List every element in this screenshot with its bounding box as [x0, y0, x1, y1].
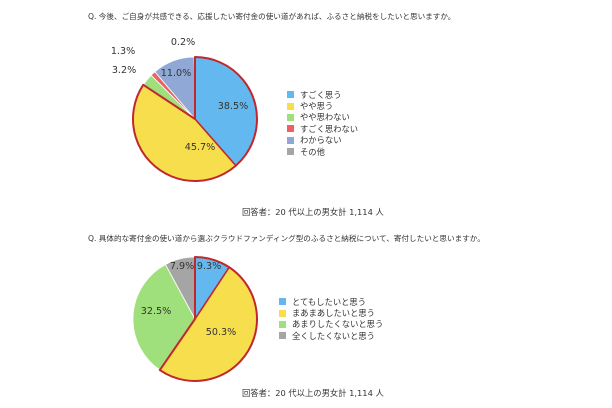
question-1-title: Q. 今後、ご自身が共感できる、応援したい寄付金の使い道があれば、ふるさと納税を… — [88, 12, 456, 21]
legend-item-1-1: すごく思う — [287, 89, 358, 100]
legend-swatch — [279, 332, 286, 340]
legend-swatch — [287, 102, 294, 110]
legend-item-1-3: やや思わない — [287, 112, 358, 123]
highlight-divider-1 — [194, 118, 237, 167]
legend-item-2-3: あまりしたくないと思う — [279, 319, 383, 330]
legend-item-1-2: やや思う — [287, 100, 358, 111]
legend-swatch — [279, 298, 286, 306]
legend-item-1-4: すごく思わない — [287, 123, 358, 134]
highlight-outline-2 — [158, 256, 258, 382]
legend-swatch — [287, 113, 294, 121]
respondents-note-1: 回答者：20 代以上の男女計 1,114 人 — [242, 207, 384, 217]
legend-swatch — [279, 320, 286, 328]
respondents-note-2: 回答者：20 代以上の男女計 1,114 人 — [242, 388, 384, 398]
data-label-2-1: 9.3% — [197, 261, 221, 272]
legend-swatch — [287, 125, 294, 133]
highlight-divider-2 — [194, 266, 230, 320]
legend-swatch — [279, 309, 286, 317]
legend-label: まあまあしたいと思う — [292, 308, 375, 319]
data-label-1-4: 1.3% — [111, 46, 135, 57]
legend-label: あまりしたくないと思う — [292, 319, 384, 330]
legend-label: やや思わない — [300, 112, 350, 123]
legend-label: わからない — [300, 135, 342, 146]
highlight-outline-1 — [132, 56, 258, 182]
legend-label: すごく思わない — [300, 123, 359, 134]
pie-chart-2: 9.3% 50.3% 32.5% 7.9% — [132, 256, 258, 382]
legend-item-1-6: その他 — [287, 146, 358, 157]
data-label-1-1: 38.5% — [218, 101, 248, 112]
legend-chart-1: すごく思う やや思う やや思わない すごく思わない わからない その他 — [287, 89, 358, 157]
question-2-title: Q. 具体的な寄付金の使い道から選ぶクラウドファンディング型のふるさと納税につい… — [88, 234, 485, 243]
legend-swatch — [287, 148, 294, 156]
legend-chart-2: とてもしたいと思う まあまあしたいと思う あまりしたくないと思う 全くしたくないと思う — [279, 296, 383, 342]
data-label-2-4: 7.9% — [170, 261, 194, 272]
legend-swatch — [287, 91, 294, 99]
legend-label: とてもしたいと思う — [292, 296, 367, 307]
legend-label: やや思う — [300, 101, 334, 112]
legend-label: すごく思う — [300, 89, 342, 100]
legend-item-2-4: 全くしたくないと思う — [279, 330, 383, 341]
pie-chart-1: 38.5% 45.7% 3.2% 1.3% 11.0% 0.2% — [111, 37, 258, 182]
data-label-1-6: 0.2% — [171, 37, 195, 48]
legend-item-2-2: まあまあしたいと思う — [279, 307, 383, 318]
legend-label: 全くしたくないと思う — [292, 330, 375, 341]
legend-item-2-1: とてもしたいと思う — [279, 296, 383, 307]
data-label-1-2: 45.7% — [185, 142, 215, 153]
data-label-2-3: 32.5% — [141, 306, 171, 317]
data-label-2-2: 50.3% — [206, 327, 236, 338]
legend-label: その他 — [300, 146, 325, 157]
data-label-1-3: 3.2% — [112, 65, 136, 76]
data-label-1-5: 11.0% — [161, 68, 191, 79]
legend-swatch — [287, 136, 294, 144]
legend-item-1-5: わからない — [287, 135, 358, 146]
